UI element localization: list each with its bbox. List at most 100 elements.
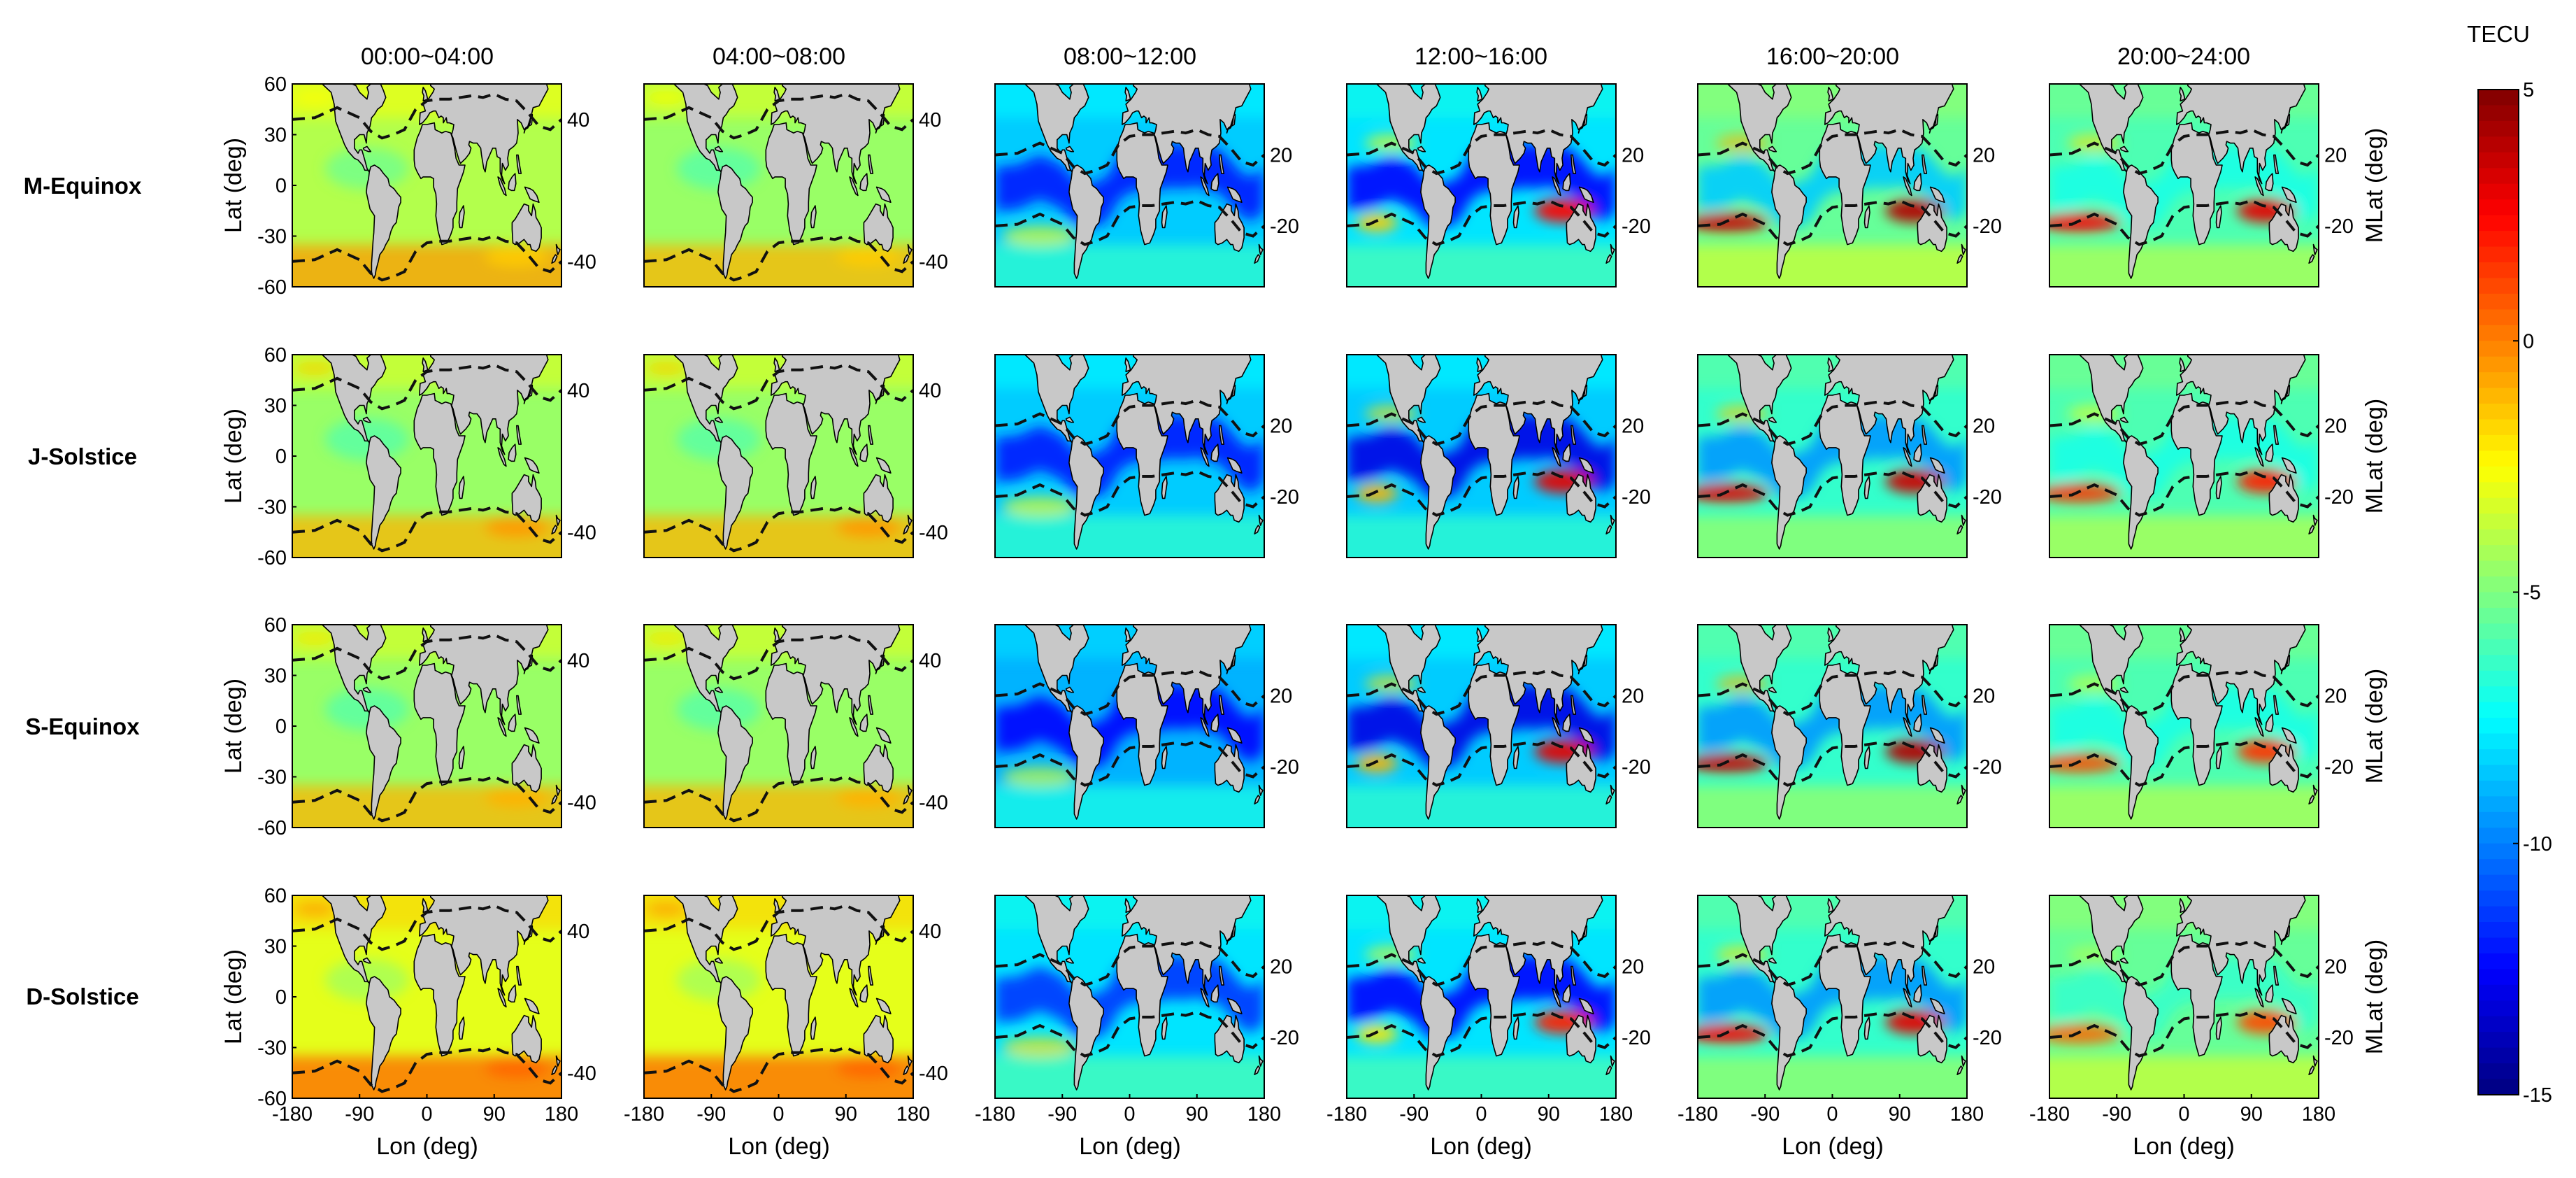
land-new-zealand-n bbox=[1258, 243, 1264, 255]
land-madagascar bbox=[1863, 476, 1870, 499]
land-sumatra bbox=[1903, 717, 1912, 737]
land-borneo bbox=[859, 443, 868, 462]
mlat-contour bbox=[995, 939, 1264, 987]
panel-r3-c3 bbox=[1346, 895, 1617, 1099]
land-new-guinea bbox=[524, 186, 540, 203]
panel-frame bbox=[643, 354, 914, 558]
mlat-tick-label: 20 bbox=[1622, 145, 1644, 167]
mlat-contours bbox=[1698, 939, 1967, 1058]
land-cuba bbox=[1768, 146, 1777, 152]
mlat-contour bbox=[2049, 199, 2319, 246]
land-britain bbox=[2179, 87, 2186, 101]
land-new-zealand-s bbox=[903, 795, 910, 804]
land-new-zealand-s bbox=[551, 795, 558, 804]
land-sumatra bbox=[1200, 717, 1210, 737]
land-new-zealand-n bbox=[907, 1055, 913, 1067]
mlat-contours bbox=[2049, 399, 2319, 517]
mlat-contour bbox=[1698, 739, 1967, 787]
land-cuba bbox=[1417, 686, 1426, 693]
land-cuba bbox=[1768, 416, 1777, 423]
land-south-america bbox=[2123, 976, 2159, 1091]
land-new-guinea bbox=[1578, 727, 1594, 744]
land-new-zealand-s bbox=[2308, 1065, 2315, 1075]
land-sumatra bbox=[497, 447, 507, 467]
land-eurasia bbox=[419, 355, 561, 455]
mlat-contour bbox=[644, 904, 913, 951]
x-tick-label: 90 bbox=[2240, 1103, 2263, 1126]
mlat-contour bbox=[1347, 199, 1616, 246]
land-new-zealand-n bbox=[1258, 514, 1264, 526]
land-japan bbox=[1929, 925, 1939, 945]
colorbar-segment bbox=[2478, 780, 2519, 797]
land-masses bbox=[301, 355, 561, 550]
land-australia bbox=[1566, 203, 1596, 253]
land-south-america bbox=[717, 705, 753, 820]
land-madagascar bbox=[1863, 1016, 1870, 1040]
mlat-tick-label: -20 bbox=[1622, 215, 1651, 238]
land-africa bbox=[765, 392, 817, 516]
colorbar-segment bbox=[2478, 325, 2519, 342]
land-sumatra bbox=[1200, 447, 1210, 467]
land-britain bbox=[1476, 898, 1483, 913]
mlat-contours bbox=[292, 363, 561, 553]
x-axis-label-3: Lon (deg) bbox=[1430, 1133, 1532, 1160]
mlat-contour bbox=[292, 904, 561, 951]
column-title-3: 12:00~16:00 bbox=[1415, 43, 1547, 70]
panel-r0-c2 bbox=[994, 83, 1265, 288]
land-madagascar bbox=[1161, 1016, 1168, 1040]
land-new-zealand-n bbox=[1961, 243, 1966, 255]
land-new-guinea bbox=[2281, 457, 2297, 474]
panel-r2-c5 bbox=[2049, 624, 2319, 828]
mlat-contour bbox=[1698, 1010, 1967, 1058]
land-borneo bbox=[1210, 984, 1219, 1003]
land-borneo bbox=[508, 714, 517, 732]
mlat-contours bbox=[2049, 939, 2319, 1058]
land-africa bbox=[1468, 662, 1520, 786]
mlat-tick-label: -40 bbox=[919, 792, 948, 814]
land-borneo bbox=[508, 173, 517, 192]
land-sumatra bbox=[849, 447, 859, 467]
land-britain bbox=[2179, 357, 2186, 372]
land-japan bbox=[2280, 113, 2291, 134]
land-new-guinea bbox=[1929, 186, 1945, 203]
land-africa bbox=[1468, 392, 1520, 516]
y-axis-label-0: Lat (deg) bbox=[220, 138, 247, 233]
land-new-zealand-s bbox=[903, 254, 910, 264]
x-tick-label: -90 bbox=[696, 1103, 726, 1126]
panel-field-r0-c3 bbox=[1347, 84, 1616, 287]
y-axis-label-3: Lat (deg) bbox=[220, 949, 247, 1044]
colorbar-segment bbox=[2478, 592, 2519, 609]
land-cuba bbox=[1065, 957, 1075, 964]
mlat-contour bbox=[1698, 128, 1967, 176]
land-madagascar bbox=[1512, 746, 1519, 769]
land-japan bbox=[875, 925, 885, 945]
colorbar: 5 0 -5 -10 -15 TECU bbox=[2467, 21, 2552, 1107]
mlat-tick-label: 40 bbox=[567, 109, 589, 132]
panel-r1-c1 bbox=[643, 354, 914, 558]
mlat-tick-label: -20 bbox=[1622, 756, 1651, 779]
land-madagascar bbox=[810, 205, 817, 229]
land-britain bbox=[773, 898, 780, 913]
land-masses bbox=[2058, 625, 2319, 820]
x-axis-label-2: Lon (deg) bbox=[1079, 1133, 1181, 1160]
land-new-zealand-n bbox=[555, 784, 561, 796]
land-masses bbox=[1003, 625, 1264, 820]
land-masses bbox=[1003, 84, 1264, 279]
y-tick-label: 0 bbox=[276, 986, 287, 1009]
mlat-contour bbox=[2049, 399, 2319, 446]
land-new-zealand-s bbox=[1956, 795, 1963, 804]
colorbar-segment bbox=[2478, 278, 2519, 294]
mlat-axis-label-0: MLat (deg) bbox=[2361, 128, 2388, 243]
x-tick-label: -180 bbox=[975, 1103, 1015, 1126]
land-eurasia bbox=[1473, 895, 1616, 996]
panel-field-r2-c3 bbox=[1347, 625, 1616, 828]
land-new-zealand-s bbox=[551, 1065, 558, 1075]
mlat-tick-label: -40 bbox=[919, 522, 948, 544]
land-madagascar bbox=[458, 1016, 465, 1040]
x-tick-label: 180 bbox=[1950, 1103, 1984, 1126]
colorbar-segment bbox=[2478, 937, 2519, 954]
mlat-tick-label: -20 bbox=[1973, 1027, 2002, 1049]
mlat-contour bbox=[644, 633, 913, 681]
land-sumatra bbox=[2254, 176, 2264, 197]
mlat-contour bbox=[995, 739, 1264, 787]
